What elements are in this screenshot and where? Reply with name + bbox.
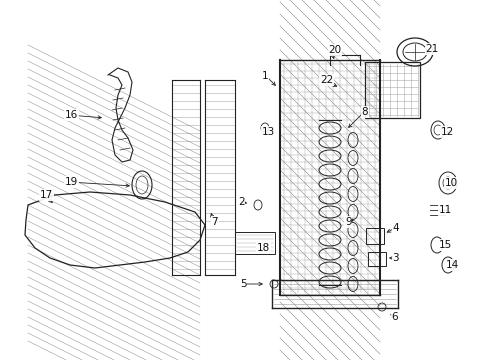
Bar xyxy=(365,228,383,244)
Text: 14: 14 xyxy=(445,260,458,270)
Text: 21: 21 xyxy=(425,44,438,54)
Bar xyxy=(235,232,274,254)
Text: 13: 13 xyxy=(262,127,275,137)
Text: 18: 18 xyxy=(256,243,269,253)
Bar xyxy=(364,62,419,118)
Text: 22: 22 xyxy=(319,75,332,85)
Text: 19: 19 xyxy=(65,177,78,187)
Text: 9: 9 xyxy=(345,217,351,227)
Text: 4: 4 xyxy=(391,223,398,233)
Text: 20: 20 xyxy=(328,45,341,55)
Text: 12: 12 xyxy=(440,127,453,137)
Text: 8: 8 xyxy=(361,107,367,117)
Text: 3: 3 xyxy=(391,253,398,263)
Text: 10: 10 xyxy=(444,178,457,188)
Text: 16: 16 xyxy=(65,110,78,120)
Text: 6: 6 xyxy=(390,312,397,322)
Text: 1: 1 xyxy=(262,71,268,81)
Text: 17: 17 xyxy=(40,190,53,200)
Text: 11: 11 xyxy=(438,205,451,215)
Bar xyxy=(367,252,385,266)
Text: 5: 5 xyxy=(240,279,246,289)
Text: 7: 7 xyxy=(211,217,218,227)
Text: 15: 15 xyxy=(438,240,451,250)
Text: 2: 2 xyxy=(238,197,244,207)
